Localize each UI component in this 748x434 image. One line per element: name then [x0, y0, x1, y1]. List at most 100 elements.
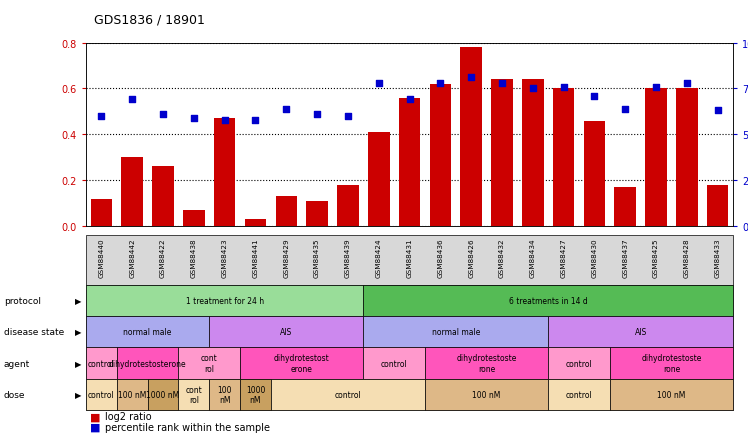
Text: control: control — [565, 390, 592, 399]
Point — [311, 112, 323, 118]
Text: GSM88432: GSM88432 — [499, 237, 505, 277]
Text: dihydrotestoste
rone: dihydrotestoste rone — [641, 354, 702, 373]
Text: GSM88437: GSM88437 — [622, 237, 628, 277]
Text: cont
rol: cont rol — [201, 354, 218, 373]
Text: ■: ■ — [90, 411, 100, 421]
Text: 6 treatments in 14 d: 6 treatments in 14 d — [509, 296, 587, 305]
Point — [465, 75, 477, 82]
Bar — [307, 201, 328, 227]
Text: normal male: normal male — [123, 328, 172, 336]
Point — [589, 93, 601, 100]
Text: GSM88440: GSM88440 — [99, 237, 105, 277]
Text: GDS1836 / 18901: GDS1836 / 18901 — [94, 13, 204, 26]
Text: GSM88438: GSM88438 — [191, 237, 197, 277]
Text: 1 treatment for 24 h: 1 treatment for 24 h — [186, 296, 264, 305]
Text: dose: dose — [4, 390, 25, 399]
Point — [557, 84, 569, 91]
Text: normal male: normal male — [432, 328, 480, 336]
Text: 100 nM: 100 nM — [657, 390, 686, 399]
Text: GSM88436: GSM88436 — [438, 237, 444, 277]
Text: protocol: protocol — [4, 296, 40, 305]
Point — [650, 84, 662, 91]
Bar — [491, 80, 512, 227]
Text: 100 nM: 100 nM — [473, 390, 500, 399]
Bar — [245, 220, 266, 227]
Text: ■: ■ — [90, 422, 100, 432]
Text: GSM88428: GSM88428 — [684, 237, 690, 277]
Text: dihydrotestoste
rone: dihydrotestoste rone — [456, 354, 517, 373]
Text: control: control — [88, 390, 114, 399]
Text: percentile rank within the sample: percentile rank within the sample — [105, 422, 270, 432]
Bar — [214, 119, 236, 227]
Bar — [460, 48, 482, 227]
Text: ▶: ▶ — [76, 296, 82, 305]
Text: GSM88442: GSM88442 — [129, 237, 135, 277]
Text: 100 nM: 100 nM — [118, 390, 147, 399]
Text: GSM88424: GSM88424 — [375, 237, 381, 277]
Point — [342, 113, 354, 120]
Text: GSM88439: GSM88439 — [345, 237, 351, 277]
Bar — [121, 158, 143, 227]
Point — [218, 117, 230, 124]
Text: GSM88441: GSM88441 — [253, 237, 259, 277]
Bar — [368, 133, 390, 227]
Bar — [553, 89, 574, 227]
Text: GSM88433: GSM88433 — [714, 237, 720, 277]
Text: control: control — [381, 359, 408, 368]
Bar — [522, 80, 544, 227]
Bar — [646, 89, 666, 227]
Text: GSM88429: GSM88429 — [283, 237, 289, 277]
Bar — [707, 185, 729, 227]
Text: GSM88425: GSM88425 — [653, 237, 659, 277]
Text: cont
rol: cont rol — [186, 385, 202, 404]
Point — [435, 80, 447, 87]
Text: AIS: AIS — [634, 328, 647, 336]
Text: dihydrotestost
erone: dihydrotestost erone — [274, 354, 330, 373]
Text: ▶: ▶ — [76, 359, 82, 368]
Text: 1000 nM: 1000 nM — [147, 390, 180, 399]
Text: GSM88426: GSM88426 — [468, 237, 474, 277]
Text: 100
nM: 100 nM — [218, 385, 232, 404]
Text: control: control — [565, 359, 592, 368]
Point — [711, 108, 723, 115]
Text: GSM88431: GSM88431 — [406, 237, 413, 277]
Bar — [583, 121, 605, 227]
Point — [96, 113, 108, 120]
Point — [126, 97, 138, 104]
Text: GSM88423: GSM88423 — [221, 237, 227, 277]
Bar — [183, 210, 205, 227]
Text: 1000
nM: 1000 nM — [246, 385, 265, 404]
Bar — [676, 89, 698, 227]
Text: AIS: AIS — [280, 328, 292, 336]
Text: ▶: ▶ — [76, 328, 82, 336]
Bar — [275, 197, 297, 227]
Bar — [429, 85, 451, 227]
Point — [157, 112, 169, 118]
Text: control: control — [334, 390, 361, 399]
Bar — [399, 99, 420, 227]
Text: ▶: ▶ — [76, 390, 82, 399]
Text: dihydrotestosterone: dihydrotestosterone — [108, 359, 186, 368]
Text: disease state: disease state — [4, 328, 64, 336]
Point — [527, 85, 539, 92]
Text: control: control — [88, 359, 114, 368]
Point — [280, 106, 292, 113]
Text: GSM88427: GSM88427 — [560, 237, 566, 277]
Point — [619, 106, 631, 113]
Point — [496, 80, 508, 87]
Point — [188, 115, 200, 122]
Point — [681, 80, 693, 87]
Bar — [91, 199, 112, 227]
Text: GSM88430: GSM88430 — [592, 237, 598, 277]
Text: agent: agent — [4, 359, 30, 368]
Bar — [153, 167, 174, 227]
Text: GSM88435: GSM88435 — [314, 237, 320, 277]
Text: GSM88422: GSM88422 — [160, 237, 166, 277]
Text: log2 ratio: log2 ratio — [105, 411, 151, 421]
Point — [250, 117, 262, 124]
Point — [404, 97, 416, 104]
Bar — [614, 187, 636, 227]
Point — [373, 80, 384, 87]
Text: GSM88434: GSM88434 — [530, 237, 536, 277]
Bar — [337, 185, 359, 227]
